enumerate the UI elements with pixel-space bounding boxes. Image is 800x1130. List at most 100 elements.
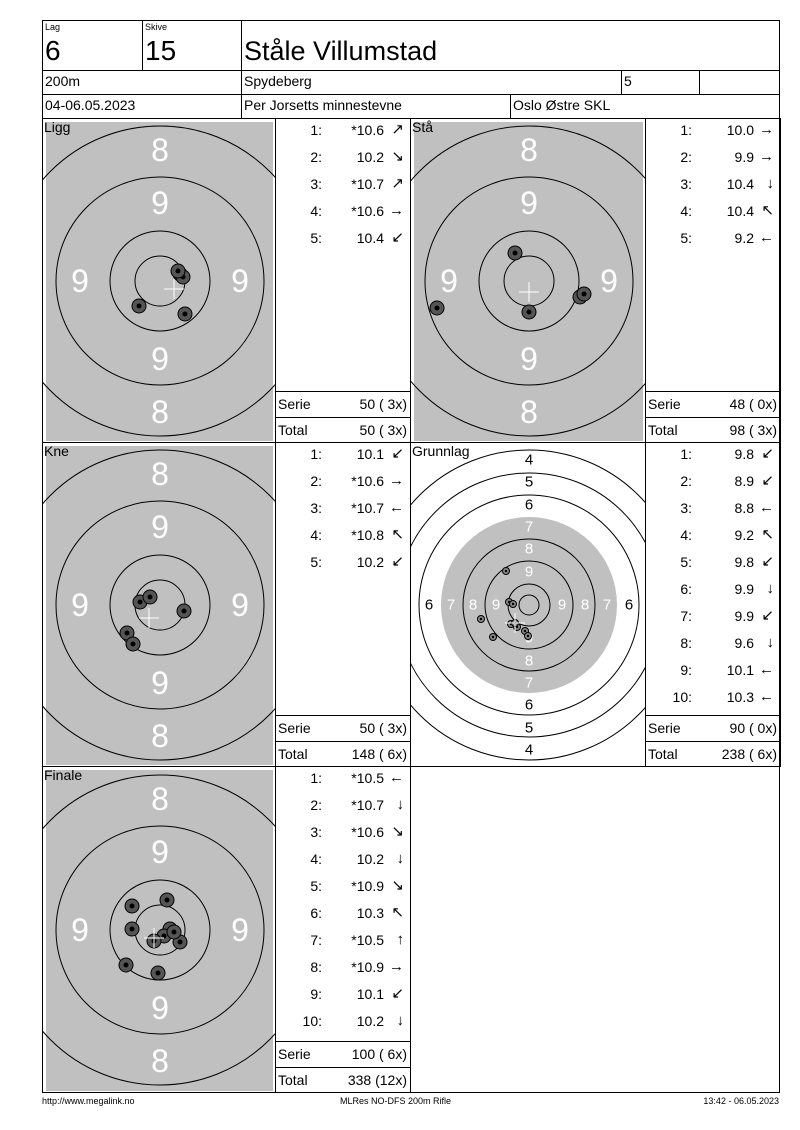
shot-number: 8:	[310, 959, 322, 975]
shot-number: 9:	[680, 662, 692, 678]
ring	[55, 825, 265, 1035]
ring-label: 9	[520, 341, 538, 377]
shot-value: *10.9	[351, 959, 384, 975]
footer-right: 13:42 - 06.05.2023	[703, 1096, 779, 1106]
shot-row: 2: *10.6 →	[276, 471, 410, 491]
direction-arrow-icon: ↘	[391, 823, 404, 840]
shot-number: 5:	[310, 230, 322, 246]
total-value: 148 ( 6x)	[351, 746, 407, 762]
ring	[411, 449, 645, 761]
shot-row: 9: 10.1 ↙	[276, 984, 410, 1004]
lag-cell: Lag 6	[42, 20, 143, 71]
direction-arrow-icon: ←	[389, 499, 404, 516]
target-grunnlag: Grunnlag44556666777788889999	[410, 442, 646, 767]
shot-row: 6: 9.9 ↓	[646, 579, 780, 599]
shooter-name: Ståle Villumstad	[244, 36, 438, 66]
shot-list-ligg: 1: *10.6 ↗ 2: 10.2 ↘ 3: *10.7 ↗ 4: *10.6 → 5: 10.4 ↙ Se…	[275, 118, 411, 443]
shot-value: 10.2	[356, 1013, 384, 1029]
shot-center	[581, 291, 587, 297]
direction-arrow-icon: ↓	[766, 580, 775, 597]
skive-value: 15	[145, 35, 177, 66]
shot-number: 5:	[680, 554, 692, 570]
direction-arrow-icon: ↓	[396, 850, 405, 867]
ring-label: 9	[151, 185, 169, 221]
shot-row: 5: 9.2 ←	[646, 228, 780, 248]
direction-arrow-icon: →	[759, 148, 774, 165]
direction-arrow-icon: ↖	[761, 202, 774, 219]
shot-center	[129, 903, 135, 909]
total-row: Total 238 ( 6x)	[646, 741, 780, 768]
serie-row: Serie 48 ( 0x)	[646, 391, 780, 418]
direction-arrow-icon: ←	[759, 499, 774, 516]
shot-number: 4:	[310, 203, 322, 219]
shot-value: 9.9	[734, 149, 754, 165]
ring-label: 8	[151, 1043, 169, 1079]
extra	[699, 70, 780, 95]
shot-row: 4: 10.4 ↖	[646, 201, 780, 221]
lag-value: 6	[45, 35, 61, 66]
skive-label: Skive	[145, 22, 168, 32]
ring-label: 9	[440, 263, 458, 299]
ring-label: 8	[151, 781, 169, 817]
shot-value: 8.8	[734, 500, 754, 516]
shot-row: 2: 8.9 ↙	[646, 471, 780, 491]
shot-center	[147, 594, 153, 600]
ring-label: 9	[600, 263, 618, 299]
shot-number: 7:	[680, 608, 692, 624]
direction-arrow-icon: →	[389, 472, 404, 489]
serie-label: Serie	[648, 720, 681, 736]
ring-label: 9	[151, 834, 169, 870]
total-row: Total 148 ( 6x)	[276, 741, 410, 768]
footer-left: http://www.megalink.no	[42, 1096, 135, 1106]
shot-value: 10.3	[356, 905, 384, 921]
ring-label: 9	[231, 263, 249, 299]
ring-label: 9	[71, 912, 89, 948]
ring-label: 8	[581, 597, 589, 614]
ring-label: 8	[151, 456, 169, 492]
shot-value: 9.6	[734, 635, 754, 651]
total-label: Total	[278, 746, 308, 762]
series-title: Grunnlag	[412, 443, 470, 459]
total-row: Total 338 (12x)	[276, 1067, 410, 1094]
total-label: Total	[648, 422, 678, 438]
shot-center	[129, 926, 135, 932]
serie-label: Serie	[278, 720, 311, 736]
ring-label: 9	[558, 597, 566, 614]
shot-center	[511, 602, 515, 606]
ring	[411, 472, 645, 738]
ring-label: 9	[231, 587, 249, 623]
ring-label: 9	[151, 509, 169, 545]
ring-label: 9	[525, 564, 533, 581]
shot-number: 3:	[310, 176, 322, 192]
shot-center	[123, 962, 129, 968]
shot-center	[171, 929, 177, 935]
shot-row: 7: *10.5 ↑	[276, 930, 410, 950]
shot-number: 4:	[310, 851, 322, 867]
total-value: 98 ( 3x)	[729, 422, 777, 438]
shot-value: 9.9	[734, 608, 754, 624]
shot-center	[526, 309, 532, 315]
shot-value: *10.7	[351, 500, 384, 516]
ring	[55, 176, 265, 386]
shot-number: 5:	[310, 554, 322, 570]
shot-row: 5: 10.4 ↙	[276, 228, 410, 248]
serie-value: 48 ( 0x)	[729, 396, 777, 412]
shot-row: 3: *10.7 ↗	[276, 174, 410, 194]
shot-value: 10.4	[726, 176, 754, 192]
ring-label: 7	[447, 597, 455, 614]
shot-center	[137, 599, 143, 605]
total-value: 338 (12x)	[347, 1072, 407, 1088]
shot-center	[136, 303, 142, 309]
shot-row: 2: *10.7 ↓	[276, 795, 410, 815]
total-label: Total	[278, 422, 308, 438]
total-value: 50 ( 3x)	[359, 422, 407, 438]
ring	[484, 560, 574, 650]
shot-row: 10: 10.2 ↓	[276, 1011, 410, 1031]
direction-arrow-icon: ↖	[391, 904, 404, 921]
ring-label: 5	[525, 474, 533, 491]
target-kne: Kne 8 9 9 8 9 9	[42, 442, 276, 767]
shot-value: *10.6	[351, 473, 384, 489]
direction-arrow-icon: ←	[389, 769, 404, 786]
class: 5	[621, 70, 700, 95]
shot-row: 1: 9.8 ↙	[646, 444, 780, 464]
